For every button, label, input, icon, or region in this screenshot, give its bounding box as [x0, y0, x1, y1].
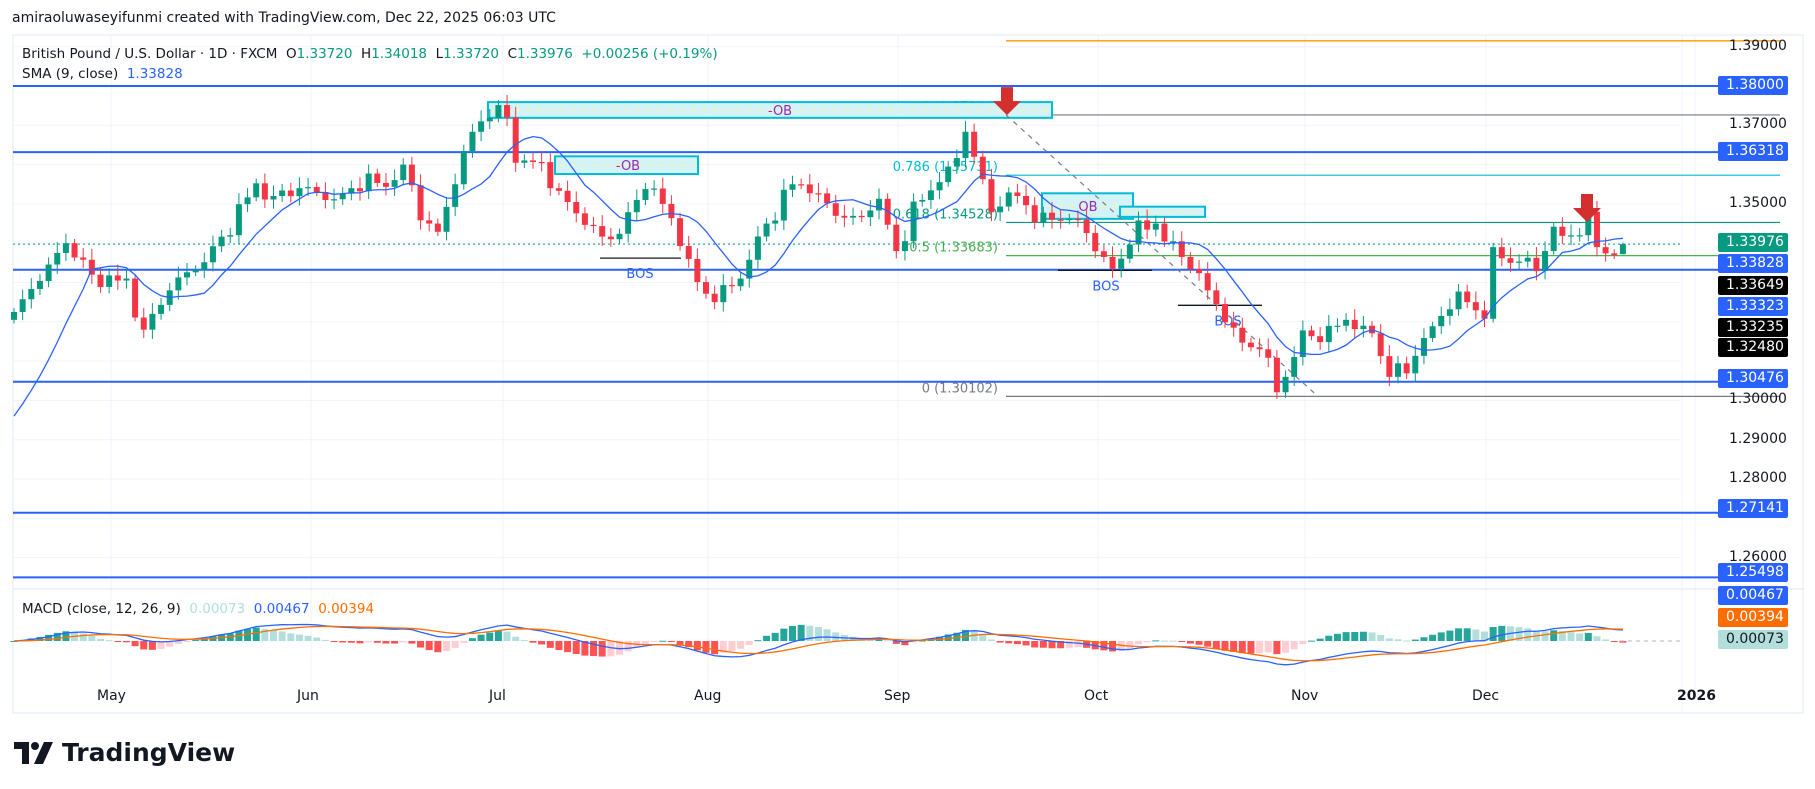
time-tick: May — [97, 688, 126, 704]
price-tag: 1.36318 — [1718, 142, 1788, 161]
time-tick: Aug — [694, 688, 722, 704]
price-tag: 1.33235 — [1718, 318, 1788, 337]
time-tick: Dec — [1472, 688, 1500, 704]
signal-line — [13, 625, 1623, 662]
price-tag: 1.25498 — [1718, 563, 1788, 582]
fib-label: 0 (1.30102) — [922, 381, 998, 396]
sma-label[interactable]: SMA (9, close) — [22, 66, 119, 82]
macd-signal-value: 0.00394 — [318, 601, 375, 617]
sma-value: 1.33828 — [126, 66, 183, 82]
price-tag: 0.00394 — [1718, 608, 1788, 627]
price-tick: 1.28000 — [1729, 470, 1787, 486]
time-tick: Jul — [489, 688, 506, 704]
bos-label: BOS — [1092, 279, 1119, 294]
chart-frame — [12, 34, 1804, 714]
sma-line — [13, 135, 1623, 417]
order-block-label: -OB — [616, 159, 640, 174]
price-tag: 0.00073 — [1718, 630, 1788, 649]
price-tag: 1.32480 — [1718, 338, 1788, 357]
price-tick: 1.29000 — [1729, 430, 1787, 447]
macd-line-value: 0.00467 — [253, 601, 310, 617]
symbol-name[interactable]: British Pound / U.S. Dollar · 1D · FXCM — [22, 46, 278, 62]
tradingview-logo-icon — [14, 741, 53, 764]
time-tick: Nov — [1291, 688, 1319, 704]
time-tick: 2026 — [1677, 688, 1716, 704]
low-label: L — [435, 46, 444, 62]
price-tick: 1.35000 — [1729, 194, 1787, 211]
order-block-label: -OB — [768, 104, 792, 119]
price-tag: 1.38000 — [1718, 76, 1788, 95]
price-tick: 1.37000 — [1729, 116, 1787, 133]
price-tag: 1.30476 — [1718, 369, 1788, 388]
bos-label: BOS — [626, 267, 653, 282]
symbol-legend: British Pound / U.S. Dollar · 1D · FXCM … — [22, 44, 718, 84]
price-tag: 1.33649 — [1718, 276, 1788, 295]
price-tag: 1.27141 — [1718, 499, 1788, 518]
close-label: C — [507, 46, 517, 62]
macd-label[interactable]: MACD (close, 12, 26, 9) — [22, 601, 181, 617]
down-arrow-icon — [993, 87, 1021, 116]
tradingview-logo[interactable]: TradingView — [14, 738, 235, 767]
price-tag: 1.33976 — [1718, 233, 1788, 252]
price-tag: 0.00467 — [1718, 586, 1788, 605]
open-label: O — [285, 46, 297, 62]
high-value: 1.34018 — [371, 46, 428, 62]
order-block-label: OB — [1078, 200, 1097, 215]
macd-legend: MACD (close, 12, 26, 9) 0.00073 0.00467 … — [22, 601, 374, 617]
logo-text: TradingView — [62, 738, 236, 767]
down-arrow-icon — [1573, 193, 1601, 222]
close-value: 1.33976 — [517, 46, 573, 62]
high-label: H — [361, 46, 372, 62]
price-tag: 1.33828 — [1718, 254, 1788, 273]
macd-line — [13, 623, 1623, 666]
time-tick: Jun — [297, 688, 319, 704]
price-tick: 1.30000 — [1729, 391, 1787, 408]
time-tick: Sep — [884, 688, 911, 704]
time-tick: Oct — [1084, 688, 1109, 704]
open-value: 1.33720 — [296, 46, 353, 62]
chart-credit: amiraoluwaseyifunmi created with Trading… — [12, 10, 556, 26]
change-value: +0.00256 (+0.19%) — [581, 46, 718, 62]
fib-label: 0.5 (1.33683) — [909, 241, 998, 256]
macd-hist-value: 0.00073 — [189, 601, 246, 617]
low-value: 1.33720 — [443, 46, 499, 62]
price-tick: 1.26000 — [1729, 548, 1787, 565]
price-tag: 1.33323 — [1718, 297, 1788, 316]
price-tick: 1.39000 — [1729, 37, 1787, 54]
